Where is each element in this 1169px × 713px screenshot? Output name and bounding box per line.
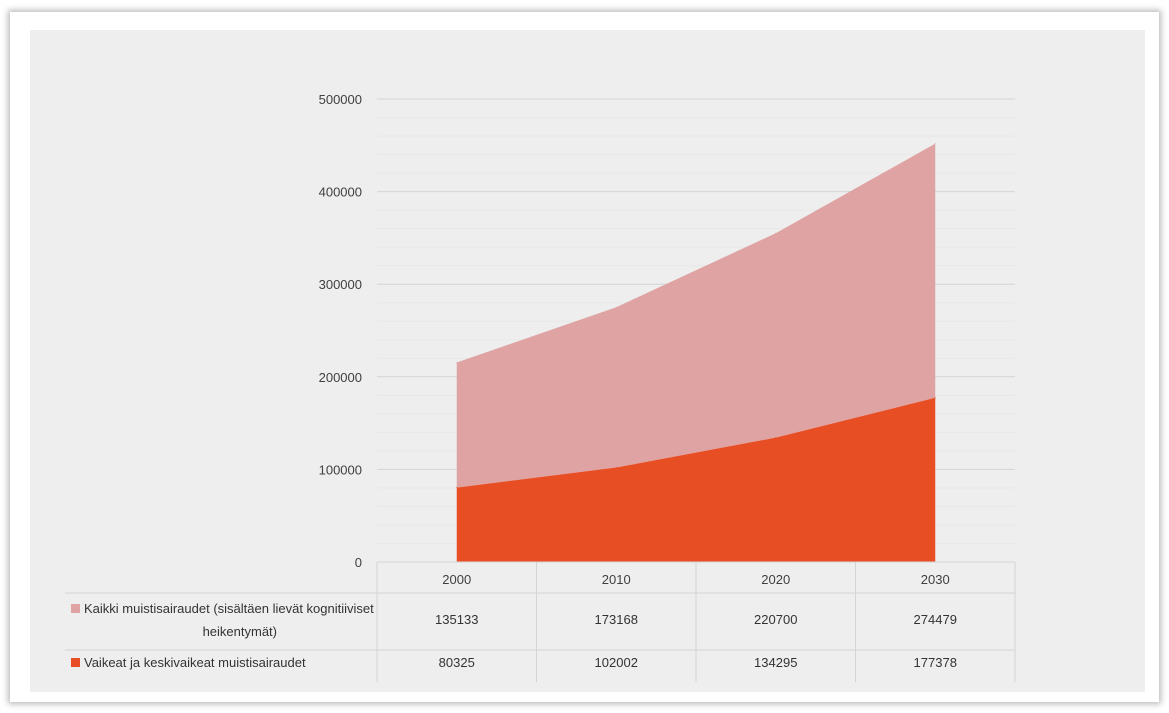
y-tick-label: 100000 [319,462,362,477]
area-vaikeat-ja-keskivaikeat [456,397,936,562]
legend-key-kaikki [71,604,80,613]
x-tick-label: 2030 [921,572,950,587]
table-value-kaikki: 173168 [595,612,638,627]
x-tick-label: 2020 [761,572,790,587]
point-vaikeat-2000 [456,487,458,489]
x-tick-label: 2010 [602,572,631,587]
table-value-kaikki: 135133 [435,612,478,627]
y-tick-label: 200000 [319,370,362,385]
x-tick-label: 2000 [442,572,471,587]
y-tick-label: 300000 [319,277,362,292]
legend-label-kaikki-line2: heikentymät) [203,624,277,639]
y-tick-label: 0 [355,555,362,570]
point-vaikeat-2010 [615,467,617,469]
table-value-vaikeat: 134295 [754,655,797,670]
legend-label-kaikki: Kaikki muistisairaudet (sisältäen lievät… [84,601,374,616]
table-value-kaikki: 274479 [914,612,957,627]
point-vaikeat-2020 [775,437,777,439]
area-kaikki-muistisairaudet [456,143,936,488]
legend-key-vaikeat [71,658,80,667]
point-kaikki-2000 [456,361,458,363]
point-vaikeat-2030 [934,397,936,399]
legend-label-vaikeat: Vaikeat ja keskivaikeat muistisairaudet [84,655,306,670]
point-kaikki-2020 [775,232,777,234]
table-value-vaikeat: 177378 [914,655,957,670]
y-tick-label: 400000 [319,185,362,200]
table-value-vaikeat: 80325 [439,655,475,670]
point-kaikki-2030 [934,143,936,145]
point-kaikki-2010 [615,306,617,308]
table-value-vaikeat: 102002 [595,655,638,670]
table-value-kaikki: 220700 [754,612,797,627]
y-tick-label: 500000 [319,92,362,107]
